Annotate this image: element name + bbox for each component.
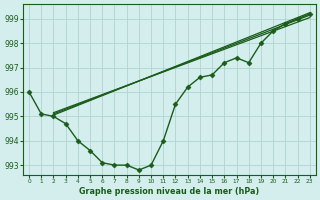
X-axis label: Graphe pression niveau de la mer (hPa): Graphe pression niveau de la mer (hPa) (79, 187, 260, 196)
